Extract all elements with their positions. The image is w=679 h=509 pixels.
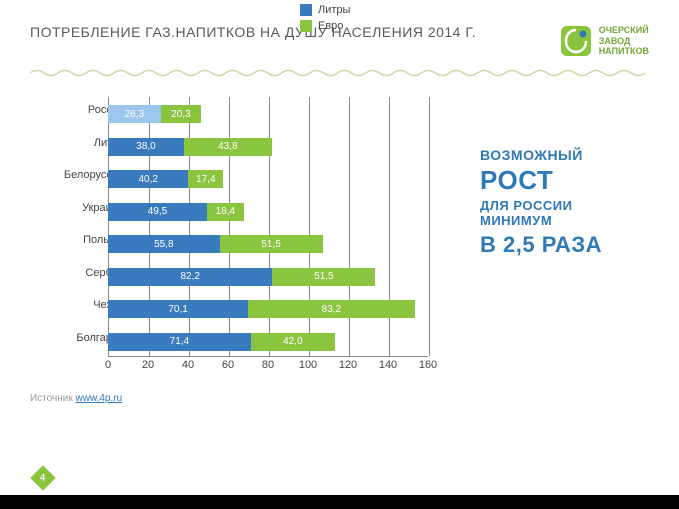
- bar-liters: 38,0: [108, 138, 184, 156]
- bar-euro: 18,4: [207, 203, 244, 221]
- bar-liters: 26,3: [108, 105, 161, 123]
- bar-row: 70,183,2: [108, 295, 415, 323]
- x-tick-label: 40: [182, 359, 194, 371]
- bar-euro: 20,3: [161, 105, 202, 123]
- wave-divider-icon: [30, 68, 649, 78]
- chart-container: 020406080100120140160Россия26,320,3Литва…: [30, 97, 450, 404]
- legend-label: Евро: [318, 20, 343, 32]
- bar-liters: 40,2: [108, 170, 188, 188]
- side-callout: ВОЗМОЖНЫЙ РОСТ ДЛЯ РОССИИ МИНИМУМ В 2,5 …: [480, 147, 602, 404]
- gridline: [429, 97, 430, 356]
- bottom-band: [0, 495, 679, 509]
- bar-euro: 51,5: [272, 268, 375, 286]
- bar-row: 71,442,0: [108, 328, 335, 356]
- callout-line-2: РОСТ: [480, 165, 602, 196]
- legend-swatch: [300, 20, 312, 32]
- bar-row: 26,320,3: [108, 100, 201, 128]
- slide-title: ПОТРЕБЛЕНИЕ ГАЗ.НАПИТКОВ НА ДУШУ НАСЕЛЕН…: [30, 24, 476, 40]
- bar-liters: 70,1: [108, 300, 248, 318]
- slide: ПОТРЕБЛЕНИЕ ГАЗ.НАПИТКОВ НА ДУШУ НАСЕЛЕН…: [0, 0, 679, 509]
- page-number-badge: 4: [30, 465, 55, 490]
- bar-row: 49,518,4: [108, 198, 244, 226]
- logo-line-2: ЗАВОД: [599, 36, 649, 46]
- source-link[interactable]: www.4p.ru: [75, 393, 122, 404]
- bar-row: 40,217,4: [108, 165, 223, 193]
- x-tick-label: 140: [379, 359, 397, 371]
- x-tick-label: 100: [299, 359, 317, 371]
- x-tick-label: 20: [142, 359, 154, 371]
- legend-label: Литры: [318, 4, 350, 16]
- bar-row: 82,251,5: [108, 263, 375, 291]
- bar-row: 55,851,5: [108, 230, 323, 258]
- legend-swatch: [300, 4, 312, 16]
- logo: ОЧЕРСКИЙ ЗАВОД НАПИТКОВ: [559, 24, 649, 58]
- bar-liters: 49,5: [108, 203, 207, 221]
- legend-item: Литры: [300, 4, 350, 16]
- bar-row: 38,043,8: [108, 133, 272, 161]
- source-line: Источник www.4p.ru: [30, 393, 450, 404]
- logo-line-3: НАПИТКОВ: [599, 46, 649, 56]
- logo-line-1: ОЧЕРСКИЙ: [599, 25, 649, 35]
- bar-euro: 51,5: [220, 235, 323, 253]
- bar-euro: 17,4: [188, 170, 223, 188]
- bar-euro: 42,0: [251, 333, 335, 351]
- logo-text: ОЧЕРСКИЙ ЗАВОД НАПИТКОВ: [599, 25, 649, 56]
- callout-line-1: ВОЗМОЖНЫЙ: [480, 147, 602, 163]
- x-tick-label: 160: [419, 359, 437, 371]
- x-tick-label: 80: [262, 359, 274, 371]
- legend-item: Евро: [300, 20, 350, 32]
- bar-chart: 020406080100120140160Россия26,320,3Литва…: [30, 97, 450, 385]
- legend: Литры Евро: [300, 4, 350, 36]
- callout-line-3: ДЛЯ РОССИИ: [480, 198, 602, 213]
- bar-liters: 55,8: [108, 235, 220, 253]
- bar-liters: 71,4: [108, 333, 251, 351]
- bar-liters: 82,2: [108, 268, 272, 286]
- content: 020406080100120140160Россия26,320,3Литва…: [30, 97, 649, 404]
- x-tick-label: 120: [339, 359, 357, 371]
- bar-euro: 83,2: [248, 300, 414, 318]
- page-number: 4: [40, 473, 45, 483]
- logo-icon: [559, 24, 593, 58]
- callout-line-4: МИНИМУМ: [480, 213, 602, 228]
- callout-line-5: В 2,5 РАЗА: [480, 232, 602, 258]
- x-tick-label: 0: [105, 359, 111, 371]
- x-tick-label: 60: [222, 359, 234, 371]
- bar-euro: 43,8: [184, 138, 272, 156]
- source-prefix: Источник: [30, 393, 75, 404]
